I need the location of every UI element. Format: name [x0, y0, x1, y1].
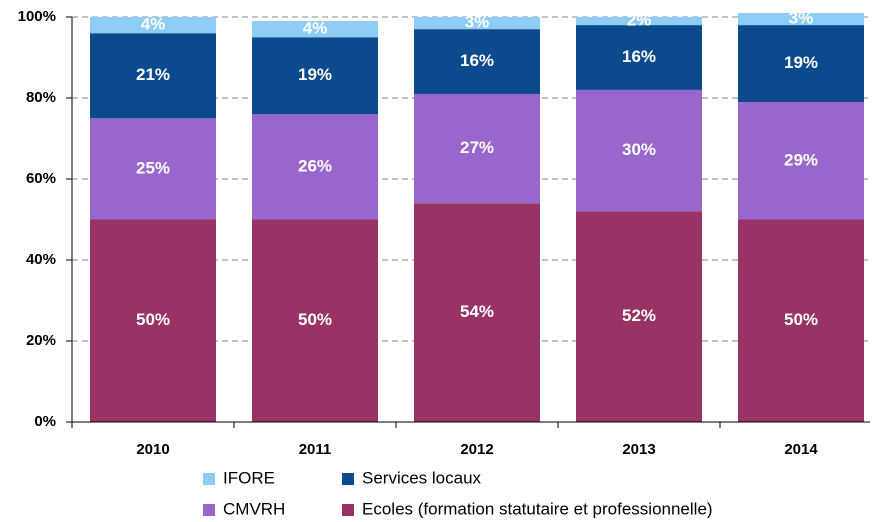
data-label: 26% — [298, 156, 332, 175]
x-tick-label: 2012 — [460, 441, 493, 458]
data-label: 16% — [460, 51, 494, 70]
data-label: 4% — [141, 15, 166, 34]
x-tick-label: 2013 — [622, 441, 655, 458]
bar-segment — [576, 17, 702, 26]
bar-segment — [576, 25, 702, 90]
bar-segment — [576, 89, 702, 212]
data-label: 2% — [627, 11, 652, 30]
bar-segment — [90, 17, 216, 34]
data-label: 54% — [460, 302, 494, 321]
bar-segment — [90, 118, 216, 220]
y-tick-label: 60% — [26, 170, 56, 187]
legend-label: IFORE — [223, 468, 275, 487]
legend-label: Services locaux — [362, 468, 482, 487]
data-label: 27% — [460, 138, 494, 157]
bar-segment — [90, 33, 216, 119]
data-label: 25% — [136, 158, 170, 177]
data-label: 16% — [622, 47, 656, 66]
bar-segment — [414, 93, 540, 204]
bar-segment — [414, 29, 540, 94]
data-label: 4% — [303, 19, 328, 38]
data-label: 50% — [784, 310, 818, 329]
legend-swatch — [342, 504, 354, 516]
data-label: 19% — [298, 65, 332, 84]
data-label: 3% — [465, 13, 490, 32]
y-tick-label: 0% — [34, 413, 56, 430]
bar-segment — [738, 12, 864, 26]
data-label: 50% — [136, 310, 170, 329]
x-tick-label: 2014 — [784, 441, 818, 458]
y-tick-label: 40% — [26, 251, 56, 268]
legend-swatch — [203, 473, 215, 485]
data-label: 29% — [784, 150, 818, 169]
data-label: 30% — [622, 140, 656, 159]
legend-swatch — [203, 504, 215, 516]
bar-segment — [414, 203, 540, 422]
x-tick-label: 2010 — [136, 441, 169, 458]
legend-label: CMVRH — [223, 499, 285, 518]
legend-label: Ecoles (formation statutaire et professi… — [362, 499, 713, 518]
y-tick-label: 80% — [26, 89, 56, 106]
bar-segment — [414, 17, 540, 30]
bar-segment — [252, 114, 378, 220]
bar-segment — [252, 21, 378, 38]
data-label: 21% — [136, 65, 170, 84]
data-label: 52% — [622, 306, 656, 325]
bar-segment — [738, 102, 864, 220]
y-tick-label: 20% — [26, 332, 56, 349]
bar-segment — [90, 219, 216, 422]
data-label: 3% — [789, 9, 814, 28]
bar-segment — [738, 219, 864, 422]
x-tick-label: 2011 — [299, 441, 332, 458]
data-label: 19% — [784, 53, 818, 72]
bar-segment — [738, 25, 864, 103]
y-tick-label: 100% — [18, 8, 56, 25]
data-label: 50% — [298, 310, 332, 329]
bar-segment — [252, 37, 378, 115]
bar-segment — [576, 211, 702, 422]
legend-swatch — [342, 473, 354, 485]
bar-segment — [252, 219, 378, 422]
